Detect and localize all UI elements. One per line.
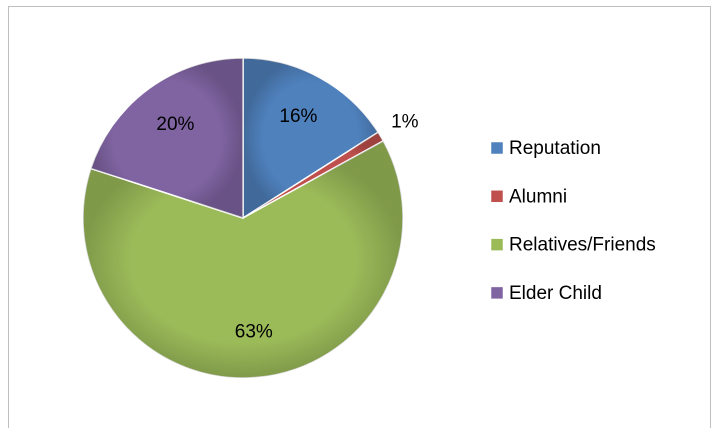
slice-shade bbox=[243, 58, 379, 218]
legend-label: Alumni bbox=[509, 186, 567, 207]
slice-shade bbox=[243, 132, 384, 218]
legend-label: Relatives/Friends bbox=[509, 235, 656, 256]
legend-label: Elder Child bbox=[509, 283, 602, 304]
data-label: 1% bbox=[391, 111, 419, 132]
legend-swatch bbox=[490, 190, 504, 203]
chart-border bbox=[8, 6, 711, 428]
legend-swatch bbox=[490, 238, 504, 251]
legend-label: Reputation bbox=[509, 138, 601, 159]
legend: Reputation Alumni Relatives/Friends Elder C… bbox=[490, 138, 656, 304]
pie: 16% 1% 63% 20% bbox=[82, 57, 419, 379]
slice-shade bbox=[82, 140, 403, 378]
slice-shade bbox=[90, 57, 243, 218]
data-label: 16% bbox=[279, 106, 317, 127]
data-label: 20% bbox=[156, 114, 194, 135]
data-label: 63% bbox=[235, 322, 273, 343]
legend-swatch bbox=[490, 141, 504, 155]
legend-swatch bbox=[490, 286, 504, 300]
